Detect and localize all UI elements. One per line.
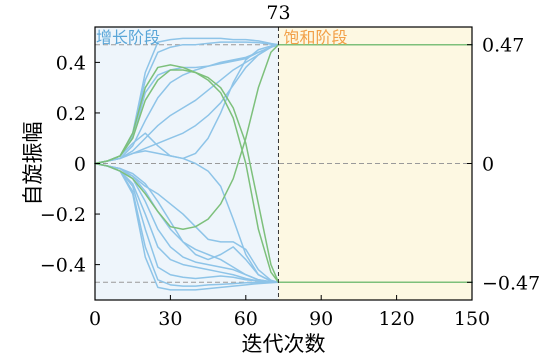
right-tick-label-2: −0.47 [482, 272, 540, 294]
y-tick-label-2: 0 [74, 154, 86, 176]
vline-label: 73 [266, 2, 290, 24]
x-tick-label-0: 0 [89, 308, 101, 330]
series-line-17 [94, 64, 473, 284]
series-line-18 [94, 43, 473, 230]
series-layer [94, 37, 473, 291]
y-tick-label-4: −0.4 [40, 255, 86, 277]
phase-label-saturation: 饱和阶段 [283, 28, 347, 47]
right-tick-label-0: 0.47 [482, 35, 524, 57]
phase-label-growth: 增长阶段 [96, 28, 160, 47]
x-tick-label-3: 90 [309, 308, 333, 330]
y-tick-label-0: 0.4 [56, 52, 86, 74]
y-axis-label: 自旋振幅 [21, 122, 45, 206]
x-axis-label: 迭代次数 [242, 332, 326, 356]
x-tick-label-2: 60 [234, 308, 258, 330]
ticks: 0 30 60 90 120 150 0.4 0.2 0 −0.2 −0.4 0.47 0 −0.47 [40, 35, 540, 330]
y-tick-label-3: −0.2 [40, 204, 86, 226]
y-tick-label-1: 0.2 [56, 103, 86, 125]
x-tick-label-5: 150 [454, 308, 490, 330]
x-tick-label-1: 30 [158, 308, 182, 330]
right-tick-label-1: 0 [482, 154, 494, 176]
x-tick-label-4: 120 [378, 308, 414, 330]
